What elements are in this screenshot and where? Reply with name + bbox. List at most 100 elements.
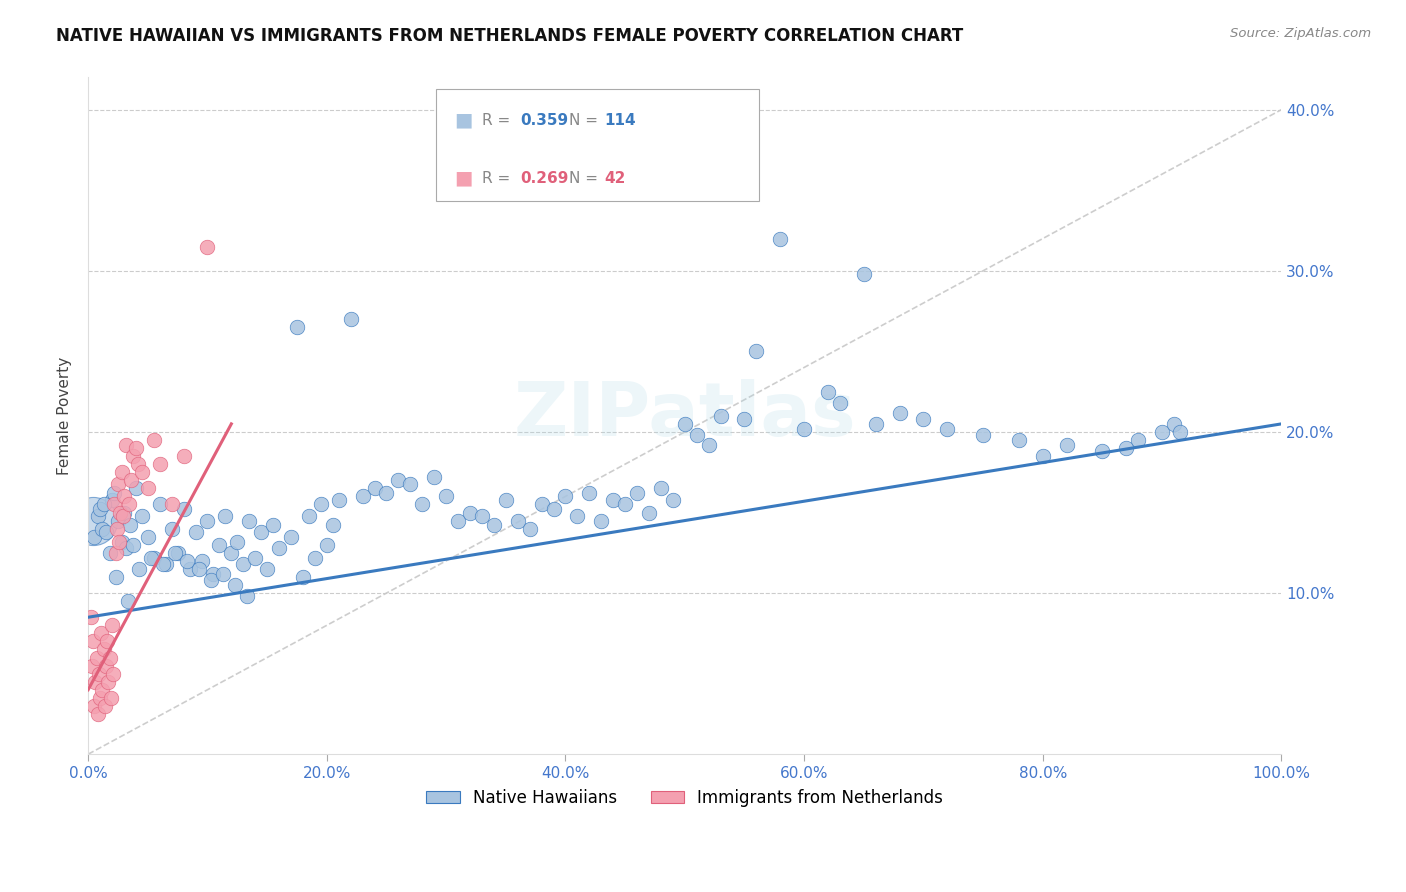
Point [1163,417,1185,431]
Point [936,422,959,436]
Point [152,557,174,571]
Point [105,522,128,536]
Point [1056,438,1078,452]
Point [166,546,188,560]
Point [110,506,132,520]
Point [97,674,120,689]
Point [591,514,613,528]
Point [578,486,600,500]
Point [127,457,149,471]
Text: N =: N = [569,113,603,128]
Point [399,476,422,491]
Text: 0.269: 0.269 [520,171,568,186]
Point [1128,433,1150,447]
Point [602,492,624,507]
Point [120,473,142,487]
Point [208,538,231,552]
Text: ZIPatlas: ZIPatlas [513,379,856,452]
Text: 0.359: 0.359 [520,113,568,128]
Point [103,666,125,681]
Point [506,514,529,528]
Point [86,650,108,665]
Point [221,546,243,560]
Point [110,534,132,549]
Point [363,481,385,495]
Point [104,570,127,584]
Point [375,486,398,500]
Point [173,449,195,463]
Point [142,433,165,447]
Y-axis label: Female Poverty: Female Poverty [58,357,72,475]
Point [638,506,661,520]
Point [82,514,104,528]
Text: N =: N = [569,171,603,186]
Point [224,578,246,592]
Point [769,231,792,245]
Point [709,409,731,423]
Point [108,534,131,549]
Point [291,570,314,584]
Text: 114: 114 [605,113,636,128]
Point [262,518,284,533]
Text: R =: R = [482,171,516,186]
Point [100,690,122,705]
Point [352,489,374,503]
Point [482,518,505,533]
Point [190,554,212,568]
Point [214,508,236,523]
Point [226,534,249,549]
Point [179,562,201,576]
Point [817,384,839,399]
Point [115,438,138,452]
Point [793,422,815,436]
Point [142,550,165,565]
Point [614,498,637,512]
Point [530,498,553,512]
Point [519,522,541,536]
Point [101,492,124,507]
Point [96,634,118,648]
Point [322,518,344,533]
Point [117,594,139,608]
Point [83,530,105,544]
Point [434,489,457,503]
Point [236,589,259,603]
Point [543,502,565,516]
Point [104,546,127,560]
Point [128,562,150,576]
Point [91,682,114,697]
Point [160,498,183,512]
Point [339,312,361,326]
Point [745,344,768,359]
Point [149,457,172,471]
Point [298,508,321,523]
Point [112,506,135,520]
Point [267,541,290,555]
Point [202,566,225,581]
Legend: Native Hawaiians, Immigrants from Netherlands: Native Hawaiians, Immigrants from Nether… [420,782,950,814]
Text: ■: ■ [454,111,472,130]
Point [86,706,108,721]
Point [232,557,254,571]
Point [136,530,159,544]
Point [110,465,132,479]
Point [101,618,124,632]
Point [107,514,129,528]
Point [84,674,107,689]
Point [89,502,111,516]
Point [1152,425,1174,439]
Point [112,489,135,503]
Text: ■: ■ [454,169,472,188]
Point [90,626,112,640]
Point [865,417,887,431]
Point [1008,433,1031,447]
Point [495,492,517,507]
Point [103,486,125,500]
Point [697,438,720,452]
Point [1115,441,1137,455]
Point [111,508,134,523]
Point [200,573,222,587]
Point [852,267,875,281]
Point [165,546,187,560]
Point [1032,449,1054,463]
